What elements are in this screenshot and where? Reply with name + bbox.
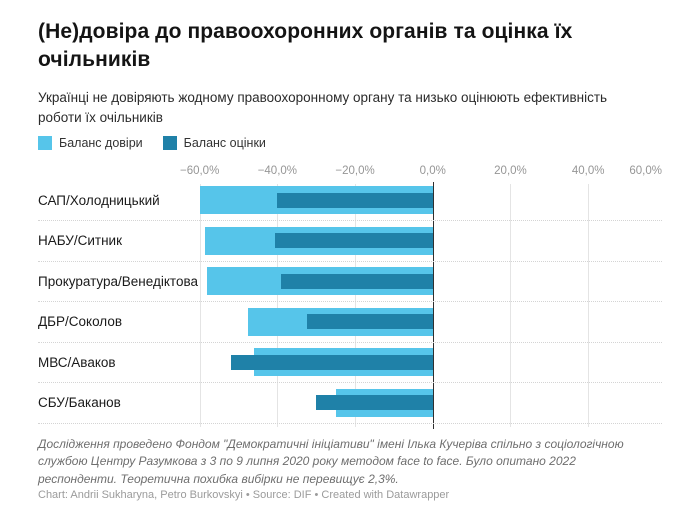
assessment-bar <box>275 233 433 248</box>
x-axis-tick-label: 60,0% <box>629 165 662 177</box>
assessment-bar <box>316 395 433 410</box>
chart-notes: Дослідження проведено Фондом "Демократич… <box>38 437 624 486</box>
legend-label-assessment: Баланс оцінки <box>183 136 266 150</box>
category-label: Прокуратура/Венедіктова <box>38 273 198 289</box>
legend-item-trust: Баланс довіри <box>38 136 143 150</box>
gridline <box>588 184 590 427</box>
chart-subtitle: Українці не довіряють жодному правоохоро… <box>38 90 608 125</box>
category-label: НАБУ/Ситник <box>38 233 123 248</box>
x-axis-tick-label: −20,0% <box>335 165 375 177</box>
category-label: САП/Холодницький <box>38 192 160 208</box>
assessment-bar <box>281 273 433 289</box>
x-axis-tick-label: 20,0% <box>494 165 527 177</box>
x-axis-tick-label: 40,0% <box>571 165 605 177</box>
chart-area: −60,0% −40,0% −20,0% 0,0% 20,0% 40,0% 60,0% САП… <box>38 163 662 431</box>
chart-title: (Не)довіра до правоохоронних органів та … <box>38 20 573 72</box>
plot <box>188 182 662 429</box>
assessment-bar <box>306 314 433 329</box>
row-separator <box>38 220 662 222</box>
legend: Баланс довіри Баланс оцінки <box>38 136 266 150</box>
category-label: МВС/Аваков <box>38 354 116 370</box>
category-label: СБУ/Баканов <box>38 395 121 410</box>
x-axis-tick-label: −40,0% <box>257 165 298 177</box>
gridline <box>199 184 201 427</box>
row-separator <box>38 301 662 303</box>
assessment-bar <box>277 192 433 208</box>
assessment-swatch-icon <box>162 136 177 150</box>
gridline <box>510 184 512 427</box>
chart-byline: Chart: Andrii Sukharyna, Petro Burkovsky… <box>38 489 450 501</box>
category-label: ДБР/Соколов <box>38 314 122 329</box>
gridline <box>355 184 357 427</box>
x-axis-tick-label: −60,0% <box>179 165 220 177</box>
trust-swatch-icon <box>38 136 52 150</box>
row-separator <box>38 382 662 384</box>
assessment-bar <box>230 354 433 370</box>
x-axis-tick-label: 0,0% <box>419 165 446 177</box>
row-separator <box>38 260 662 262</box>
legend-item-assessment: Баланс оцінки <box>162 136 266 150</box>
row-separator <box>38 341 662 343</box>
gridline <box>277 184 279 427</box>
row-separator <box>38 422 662 424</box>
zero-axis-line <box>432 182 434 429</box>
legend-label-trust: Баланс довіри <box>59 136 143 150</box>
